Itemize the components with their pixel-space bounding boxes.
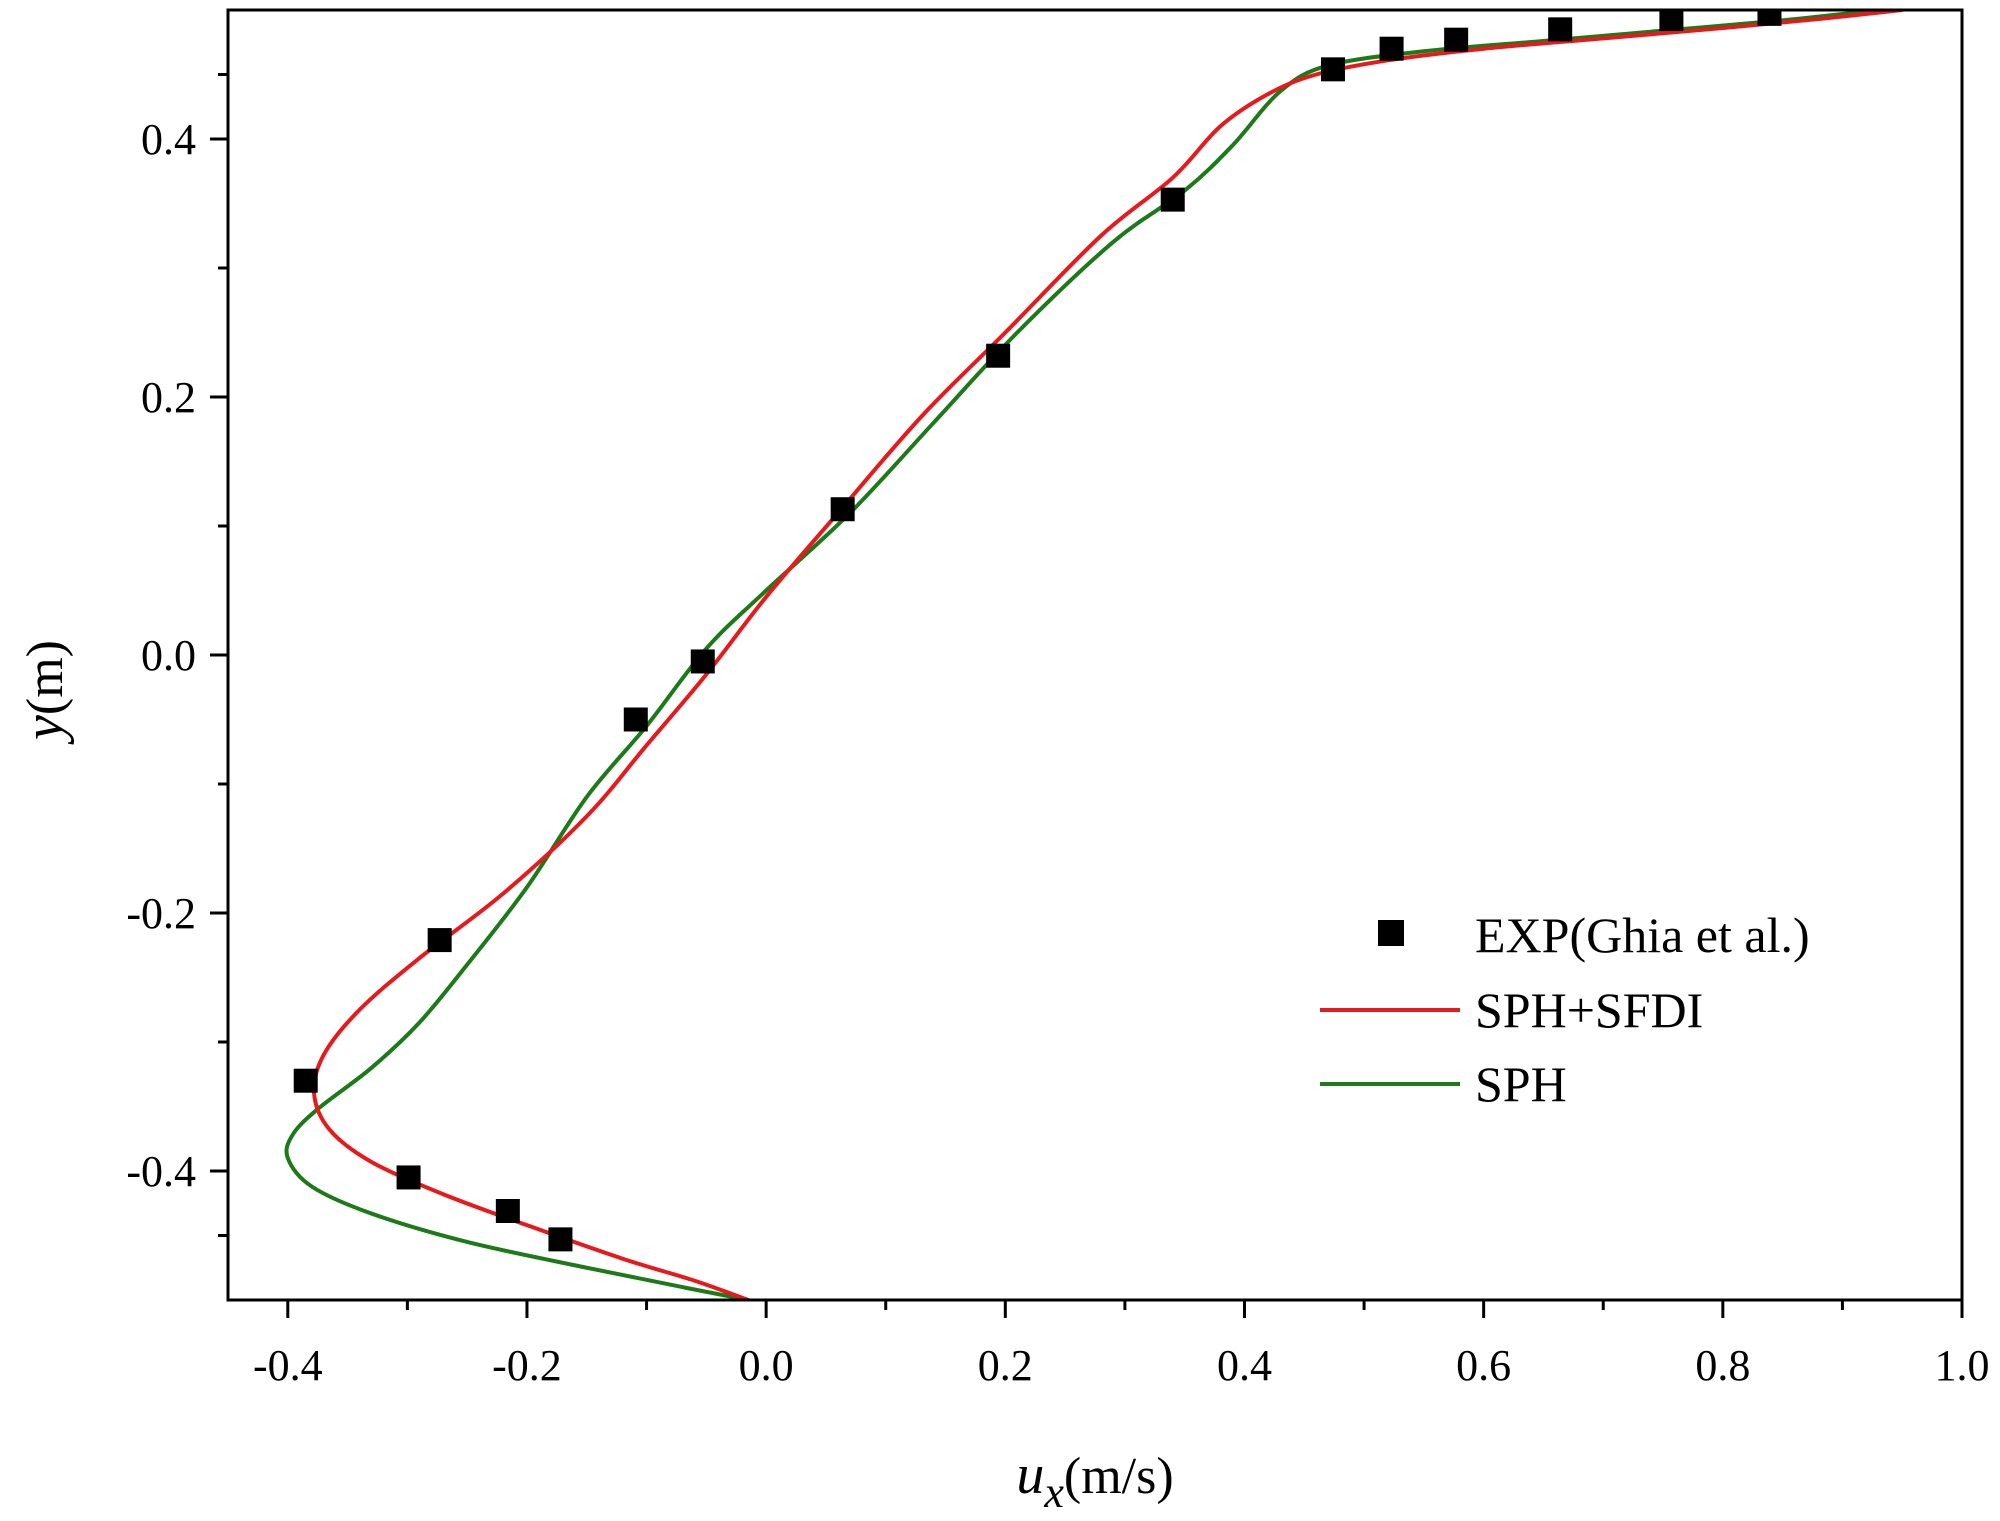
x-tick-label: -0.4 — [253, 1341, 323, 1390]
x-tick-label: 0.6 — [1456, 1341, 1511, 1390]
exp-data-point — [427, 928, 452, 953]
exp-data-point — [293, 1068, 318, 1093]
exp-data-point — [1379, 36, 1404, 61]
exp-data-point — [548, 1227, 573, 1252]
exp-data-point — [1320, 57, 1345, 82]
plot-area — [284, 10, 1905, 1300]
x-tick-label: 0.8 — [1695, 1341, 1750, 1390]
series-line-sph — [284, 10, 1881, 1300]
y-tick-label: -0.4 — [126, 1147, 196, 1196]
x-axis-unit: (m/s) — [1064, 1448, 1174, 1505]
x-tick-label: 0.4 — [1217, 1341, 1272, 1390]
plot-frame — [226, 8, 1964, 1302]
plot-series — [284, 10, 1905, 1300]
exp-data-point — [986, 343, 1011, 368]
legend-label-sph-sfdi: SPH+SFDI — [1475, 982, 1703, 1038]
y-axis-unit: (m) — [17, 640, 74, 715]
legend-label-exp: EXP(Ghia et al.) — [1475, 907, 1810, 963]
x-axis-symbol: u — [1016, 1444, 1044, 1506]
x-tick-label: 0.2 — [978, 1341, 1033, 1390]
y-tick-label: -0.2 — [126, 889, 196, 938]
legend-marker-exp — [1378, 920, 1404, 946]
x-axis-subscript: x — [1043, 1468, 1064, 1517]
x-axis-title: ux(m/s) — [1016, 1444, 1173, 1517]
y-tick-label: 0.0 — [141, 631, 196, 680]
x-tick-label: -0.2 — [492, 1341, 562, 1390]
exp-data-point — [623, 707, 648, 732]
x-tick-label: 1.0 — [1935, 1341, 1990, 1390]
exp-data-point — [396, 1165, 421, 1190]
exp-data-point — [1444, 27, 1469, 52]
axis-ticks: -0.4 -0.2 0.0 0.2 0.4 0.6 0.8 1.0 -0.4 -0.2 0.0 0.2… — [126, 73, 1990, 1390]
exp-data-point — [1659, 10, 1684, 32]
y-axis-symbol: y — [13, 715, 75, 745]
exp-data-point — [690, 649, 715, 674]
y-tick-label: 0.4 — [141, 115, 196, 164]
series-line-sph-sfdi — [311, 10, 1905, 1300]
legend: EXP(Ghia et al.) SPH+SFDI SPH — [1320, 907, 1810, 1112]
y-tick-label: 0.2 — [141, 373, 196, 422]
exp-data-point — [495, 1198, 520, 1223]
exp-data-point — [1160, 187, 1185, 212]
x-tick-label: 0.0 — [739, 1341, 794, 1390]
legend-label-sph: SPH — [1475, 1056, 1567, 1112]
exp-data-point — [1548, 17, 1573, 42]
y-axis-title: y(m) — [13, 640, 75, 745]
exp-data-point — [830, 497, 855, 522]
exp-data-point — [1757, 10, 1782, 26]
